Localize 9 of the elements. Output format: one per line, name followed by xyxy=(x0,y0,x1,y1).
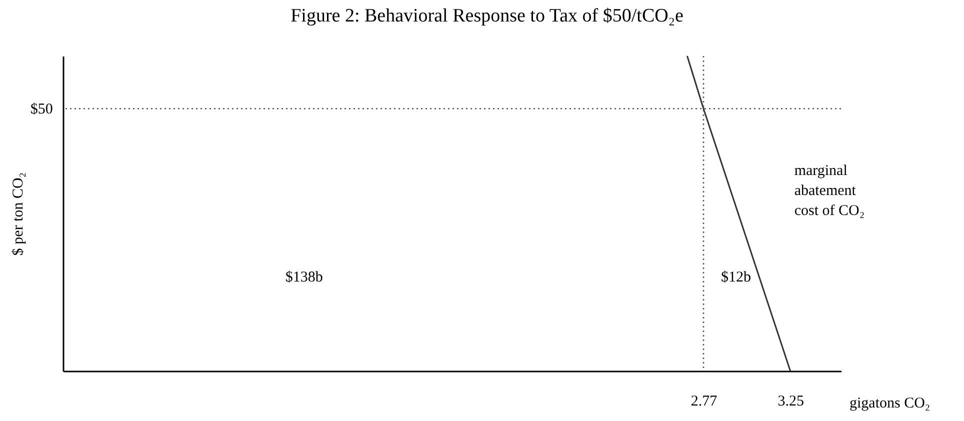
chart-title: Figure 2: Behavioral Response to Tax of $50/tCO₂e xyxy=(290,5,684,26)
y-axis-title: $ per ton CO₂ xyxy=(10,172,26,256)
x-tick-label: 2.77 xyxy=(690,394,718,410)
annotation: $138b xyxy=(285,270,323,286)
annotation: $12b xyxy=(720,270,751,286)
x-tick-label: 3.25 xyxy=(778,394,804,410)
x-axis-title: gigatons CO₂ xyxy=(850,396,930,412)
text: $50 xyxy=(30,102,53,118)
annotation: marginal abatement cost of CO₂ xyxy=(794,163,865,220)
